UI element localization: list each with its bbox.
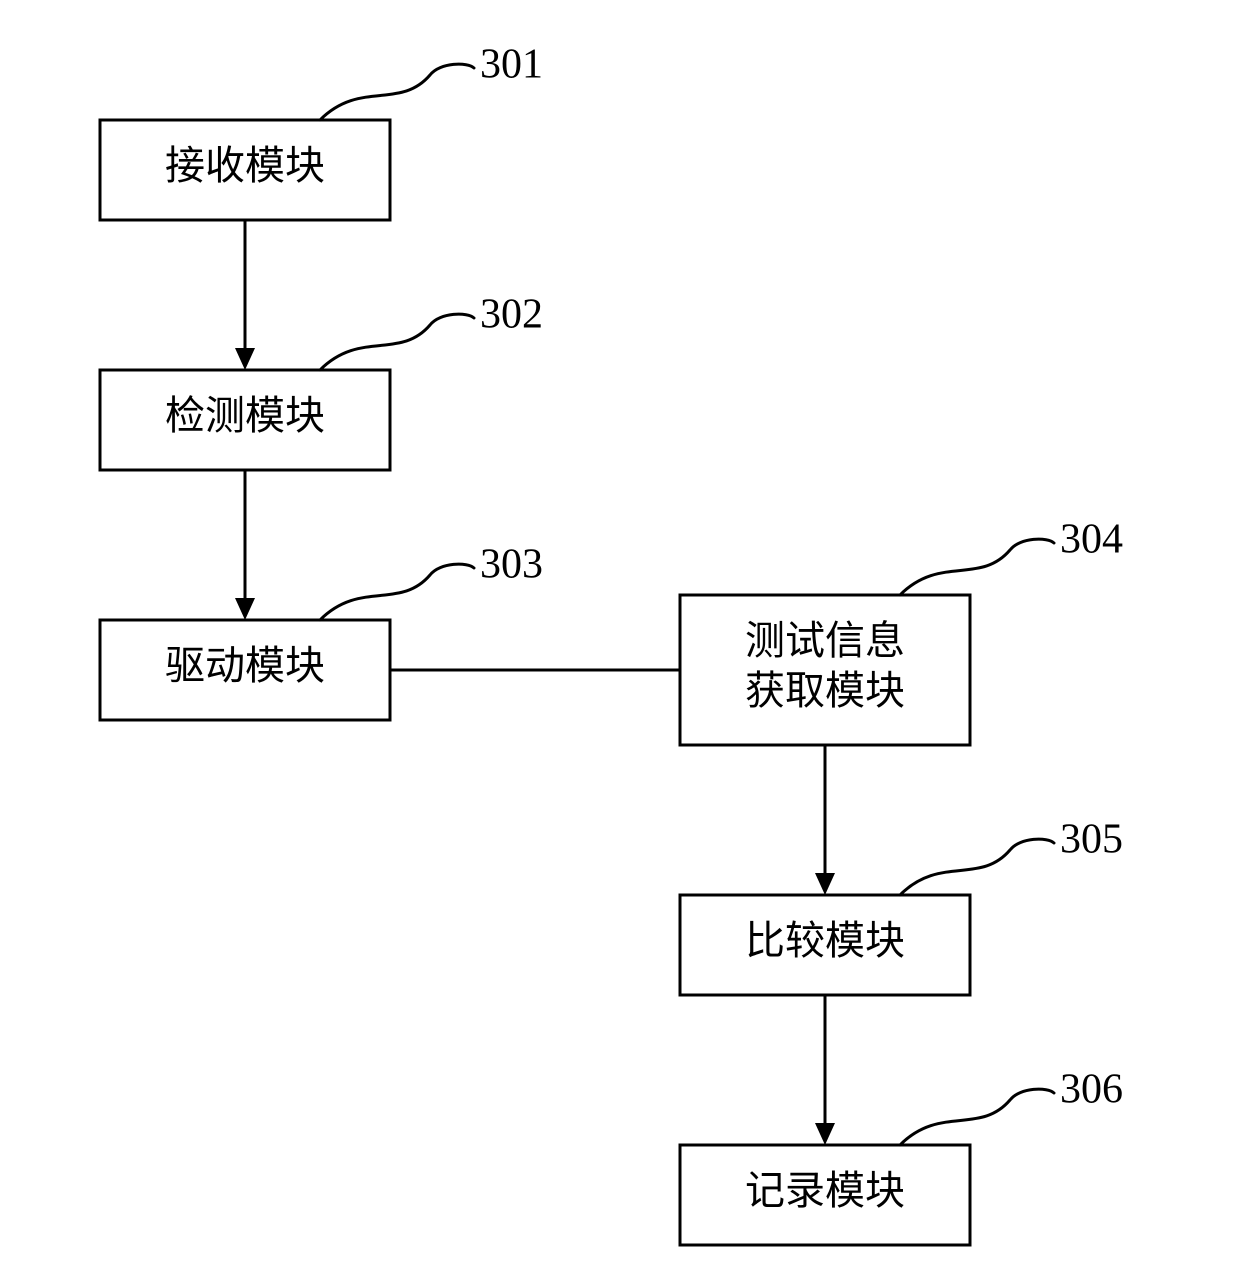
flowchart-canvas: 接收模块 301 检测模块 302 驱动模块 303 测试信息获取模块 304 比较模块 305 记… — [0, 0, 1240, 1288]
leader-n302 — [320, 314, 474, 370]
node-label-n304-line1: 获取模块 — [745, 668, 905, 713]
ref-label-n301: 301 — [480, 42, 543, 88]
node-n303: 驱动模块 303 — [100, 542, 543, 720]
arrowhead-n302 — [235, 348, 255, 370]
arrowhead-n306 — [815, 1123, 835, 1145]
node-label-n305-line0: 比较模块 — [745, 918, 905, 963]
node-n302: 检测模块 302 — [100, 292, 543, 470]
leader-n304 — [900, 539, 1054, 595]
node-n306: 记录模块 306 — [680, 1067, 1123, 1245]
leader-n303 — [320, 564, 474, 620]
leader-n301 — [320, 64, 474, 120]
node-label-n303-line0: 驱动模块 — [165, 643, 325, 688]
node-label-n304-line0: 测试信息 — [745, 618, 905, 663]
node-label-n302-line0: 检测模块 — [165, 393, 325, 438]
node-n301: 接收模块 301 — [100, 42, 543, 220]
ref-label-n302: 302 — [480, 292, 543, 338]
arrowhead-n303 — [235, 598, 255, 620]
node-label-n306-line0: 记录模块 — [745, 1168, 905, 1213]
ref-label-n305: 305 — [1060, 817, 1123, 863]
ref-label-n306: 306 — [1060, 1067, 1123, 1113]
arrowhead-n305 — [815, 873, 835, 895]
ref-label-n304: 304 — [1060, 517, 1123, 563]
leader-n306 — [900, 1089, 1054, 1145]
ref-label-n303: 303 — [480, 542, 543, 588]
node-label-n301-line0: 接收模块 — [165, 143, 325, 188]
leader-n305 — [900, 839, 1054, 895]
node-n305: 比较模块 305 — [680, 817, 1123, 995]
node-n304: 测试信息获取模块 304 — [680, 517, 1123, 745]
